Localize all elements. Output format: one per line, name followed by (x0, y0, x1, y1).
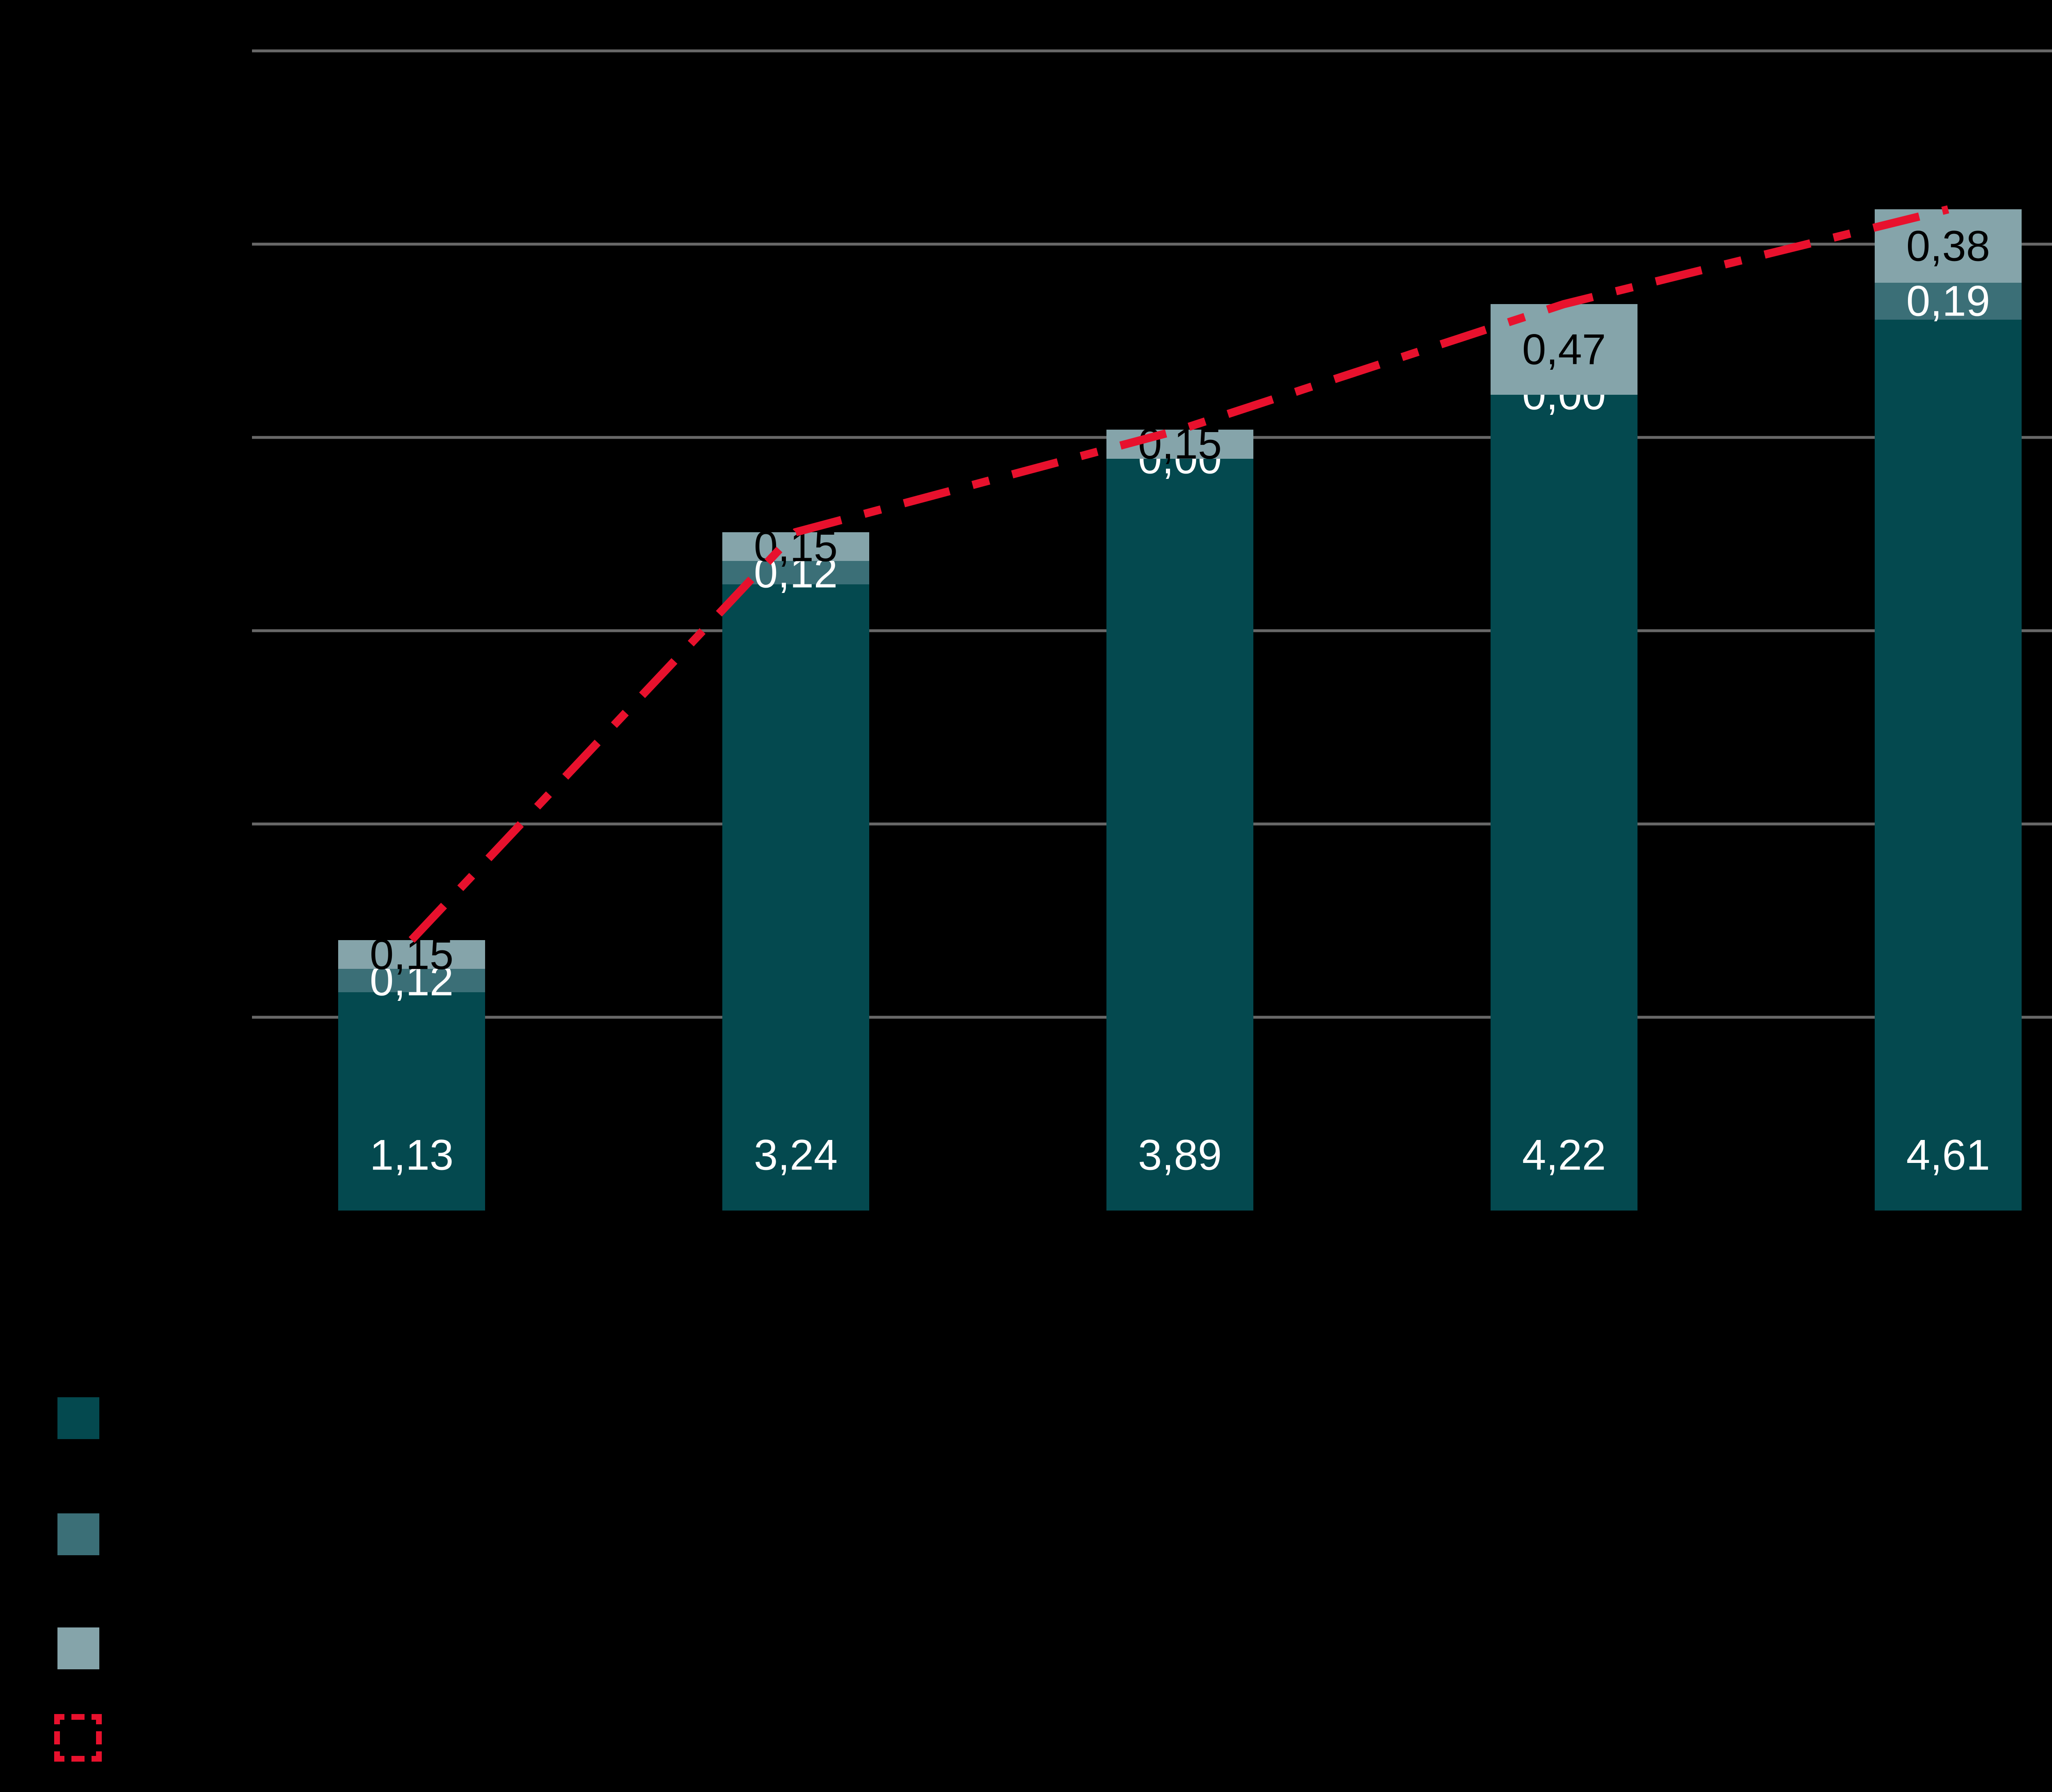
bar-5-top-segment-label: 0,38 (1906, 222, 1990, 270)
bar-1-top-segment-label: 0,15 (369, 930, 454, 979)
bar-1-base-segment-label: 1,13 (369, 1131, 454, 1179)
bar-4-base-segment (1491, 395, 1637, 1211)
bar-2-base-segment (722, 584, 869, 1211)
bar-5-middle-segment (1875, 283, 2022, 320)
bar-5-middle-segment-label: 0,19 (1906, 277, 1990, 325)
legend-dashed-square-marker (54, 1714, 102, 1762)
bar-1-top-segment (338, 940, 485, 969)
bar-4-top-segment-label: 0,47 (1522, 325, 1606, 374)
bar-5-base-segment-label: 4,61 (1906, 1131, 1990, 1179)
bar-3-top-segment-label: 0,15 (1138, 420, 1222, 468)
bar-3-base-segment-label: 3,89 (1138, 1131, 1222, 1179)
bar-2-base-segment-label: 3,24 (753, 1131, 838, 1179)
legend-swatch-3 (57, 1627, 99, 1669)
bar-1-base-segment (338, 992, 485, 1211)
bar-5-base-segment (1875, 319, 2022, 1211)
legend-swatch-1 (57, 1397, 99, 1439)
bar-3-base-segment (1106, 458, 1253, 1211)
bar-1-middle-segment (338, 969, 485, 992)
trend-line (408, 205, 1949, 943)
legend-swatch-2 (57, 1513, 99, 1555)
bar-4-base-segment-label: 4,22 (1522, 1131, 1606, 1179)
bar-2-top-segment (722, 532, 869, 561)
legend-dashed-square-outline (54, 1714, 102, 1762)
